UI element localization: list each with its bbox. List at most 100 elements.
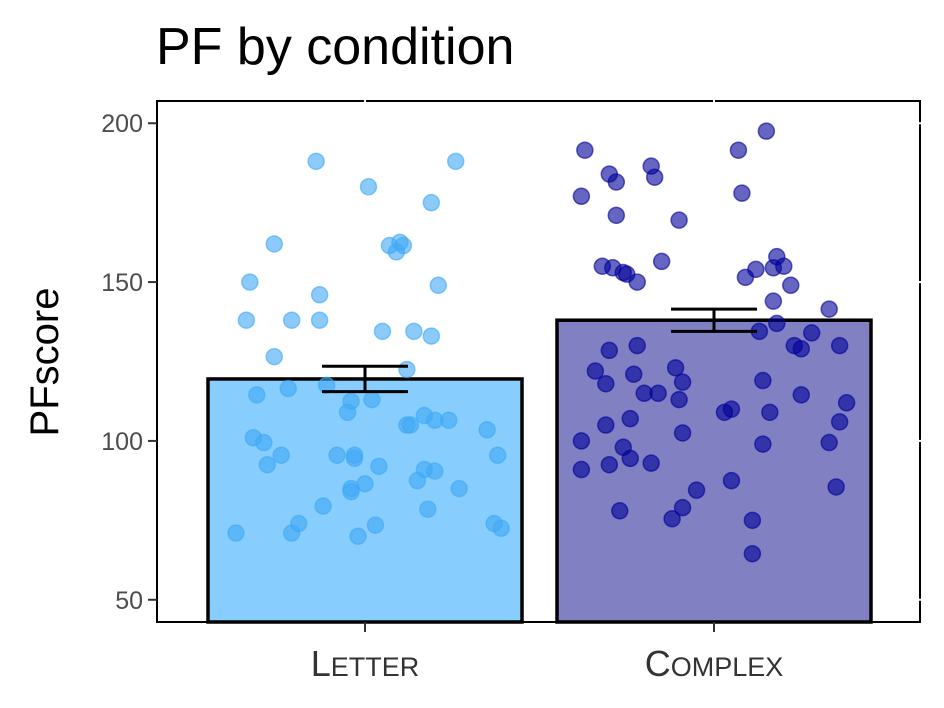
y-axis-label: PFscore (23, 288, 67, 437)
data-point-letter (248, 386, 266, 404)
data-point-letter (492, 519, 510, 538)
data-point-letter (310, 311, 329, 329)
data-point-complex (642, 454, 660, 472)
data-point-letter (366, 516, 385, 534)
data-point-complex (837, 394, 856, 412)
data-point-letter (446, 152, 465, 171)
data-point-complex (673, 498, 692, 517)
data-point-complex (827, 478, 845, 496)
data-point-letter (227, 524, 245, 542)
data-point-letter (241, 273, 259, 291)
data-point-complex (670, 390, 688, 409)
data-point-complex (628, 273, 646, 291)
data-point-complex (743, 544, 762, 563)
data-point-letter (314, 497, 332, 515)
data-point-letter (363, 390, 381, 409)
data-point-letter (394, 236, 413, 255)
data-point-letter (349, 527, 367, 545)
data-point-complex (802, 324, 821, 342)
data-point-complex (600, 455, 619, 474)
x-tick-label-complex: COMPLEX (645, 643, 784, 684)
data-point-complex (792, 340, 810, 358)
data-point-letter (422, 327, 441, 345)
data-point-complex (768, 314, 786, 333)
data-point-letter (398, 360, 416, 379)
data-point-letter (440, 411, 458, 430)
data-point-complex (673, 424, 692, 442)
data-point-complex (597, 374, 615, 393)
data-point-complex (628, 336, 646, 355)
data-point-letter (422, 193, 441, 212)
data-point-complex (621, 449, 639, 468)
data-point-letter (265, 235, 284, 253)
data-point-complex (572, 460, 591, 479)
plot-border (156, 100, 921, 623)
data-point-letter (342, 392, 360, 410)
data-point-complex (652, 252, 671, 271)
data-point-complex (600, 341, 619, 360)
data-point-complex (621, 409, 639, 428)
data-point-letter (405, 322, 423, 341)
data-point-letter (258, 455, 277, 474)
data-point-letter (401, 416, 420, 434)
data-point-letter (310, 286, 329, 304)
data-point-complex (757, 122, 776, 140)
x-tick-label-letter: LETTER (311, 643, 420, 684)
data-point-complex (645, 168, 664, 186)
data-point-complex (597, 416, 615, 434)
data-point-complex (743, 511, 762, 530)
data-point-complex (820, 433, 838, 452)
chart-title: PF by condition (156, 18, 514, 76)
data-point-letter (426, 462, 444, 480)
data-point-complex (586, 362, 605, 380)
data-point-letter (237, 311, 256, 329)
y-tick-label: 100 (101, 428, 143, 456)
data-point-letter (282, 311, 301, 329)
data-point-complex (754, 371, 772, 390)
y-axis: 50 100 150 200 (101, 110, 923, 615)
y-tick-label: 50 (115, 587, 143, 615)
data-point-letter (345, 446, 364, 464)
data-point-letter (419, 500, 437, 518)
data-point-letter (255, 433, 273, 452)
data-point-letter (370, 457, 388, 476)
data-point-letter (317, 376, 336, 395)
data-point-letter (373, 322, 392, 341)
data-point-complex (673, 373, 692, 391)
data-point-complex (572, 187, 591, 206)
data-point-complex (663, 510, 681, 528)
data-point-complex (666, 359, 685, 377)
x-axis: LETTER COMPLEX (311, 98, 784, 684)
errorbar-layer (322, 307, 757, 394)
data-point-complex (729, 141, 748, 159)
data-point-letter (307, 152, 325, 171)
data-point-complex (687, 481, 706, 499)
data-point-letter (279, 379, 297, 398)
y-tick-label: 150 (101, 269, 143, 297)
data-point-complex (820, 300, 838, 318)
data-point-letter (328, 446, 346, 464)
data-point-complex (670, 211, 688, 229)
data-point-complex (764, 292, 783, 310)
data-point-complex (722, 471, 741, 490)
data-point-letter (289, 514, 308, 533)
bar-letter (206, 377, 524, 624)
data-point-complex (830, 336, 849, 355)
data-point-letter (265, 347, 284, 366)
data-point-complex (830, 413, 849, 431)
data-point-complex (761, 403, 779, 422)
data-point-complex (624, 365, 643, 383)
data-point-letter (478, 421, 496, 439)
data-point-complex (775, 257, 793, 275)
data-point-complex (611, 502, 629, 520)
data-point-letter (429, 276, 448, 295)
data-point-complex (782, 276, 800, 295)
data-point-complex (572, 432, 591, 450)
data-point-letter (488, 446, 507, 464)
data-point-letter (359, 178, 378, 196)
data-point-complex (576, 141, 594, 159)
data-point-complex (754, 435, 772, 453)
data-point-complex (733, 184, 751, 202)
data-point-complex (747, 260, 765, 279)
data-point-complex (607, 206, 626, 225)
